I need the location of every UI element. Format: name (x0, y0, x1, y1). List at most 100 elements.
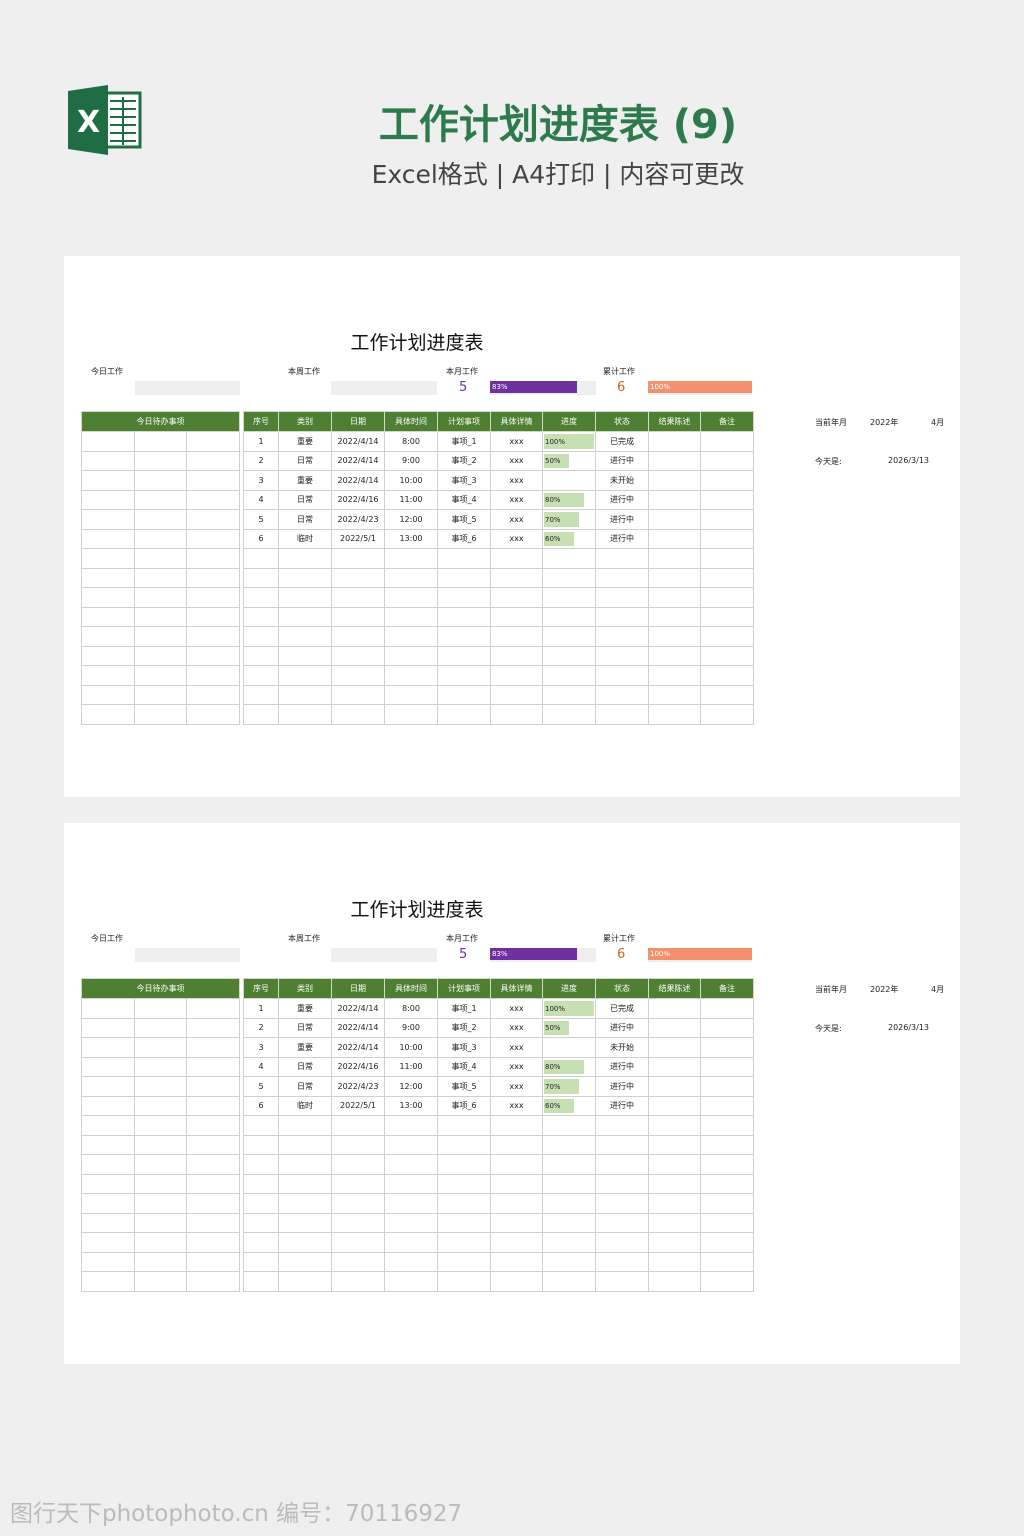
table-cell[interactable] (542, 1115, 596, 1136)
table-cell[interactable]: 3 (243, 470, 279, 491)
todo-cell[interactable] (81, 528, 135, 549)
table-cell[interactable] (243, 1271, 279, 1292)
todo-cell[interactable] (81, 489, 135, 510)
table-cell[interactable] (648, 1173, 701, 1194)
table-cell[interactable]: 2022/4/23 (331, 1076, 385, 1097)
todo-cell[interactable] (186, 606, 240, 627)
table-cell[interactable]: 已完成 (595, 998, 649, 1019)
table-cell[interactable] (700, 1037, 754, 1058)
table-cell[interactable]: 10:00 (384, 470, 438, 491)
todo-cell[interactable] (186, 1017, 240, 1038)
table-cell[interactable] (490, 606, 543, 627)
table-cell[interactable] (595, 665, 649, 686)
table-cell[interactable]: 2022/4/14 (331, 450, 385, 471)
table-cell[interactable] (595, 626, 649, 647)
table-cell[interactable] (490, 684, 543, 705)
table-cell[interactable] (542, 1154, 596, 1175)
table-cell[interactable]: 日常 (278, 1017, 332, 1038)
table-cell[interactable]: 日常 (278, 1076, 332, 1097)
table-cell[interactable] (595, 704, 649, 725)
table-cell[interactable] (490, 1193, 543, 1214)
table-cell[interactable] (700, 587, 754, 608)
table-cell[interactable] (595, 1271, 649, 1292)
table-cell[interactable]: 重要 (278, 431, 332, 452)
table-cell[interactable] (384, 567, 438, 588)
table-cell[interactable]: 50% (542, 450, 596, 471)
table-cell[interactable]: 6 (243, 528, 279, 549)
table-cell[interactable] (648, 509, 701, 530)
table-cell[interactable]: 100% (542, 431, 596, 452)
table-cell[interactable]: xxx (490, 489, 543, 510)
todo-cell[interactable] (81, 1173, 135, 1194)
table-cell[interactable] (331, 1115, 385, 1136)
table-cell[interactable] (437, 1115, 491, 1136)
todo-cell[interactable] (133, 1037, 188, 1058)
table-cell[interactable] (243, 645, 279, 666)
table-cell[interactable]: 进行中 (595, 489, 649, 510)
table-cell[interactable]: 9:00 (384, 450, 438, 471)
table-cell[interactable]: 4 (243, 489, 279, 510)
table-cell[interactable] (648, 704, 701, 725)
table-cell[interactable]: 70% (542, 509, 596, 530)
table-cell[interactable]: 2022/4/16 (331, 489, 385, 510)
todo-cell[interactable] (133, 1232, 188, 1253)
table-cell[interactable] (542, 1251, 596, 1272)
table-cell[interactable]: xxx (490, 450, 543, 471)
table-cell[interactable] (648, 665, 701, 686)
todo-cell[interactable] (133, 470, 188, 491)
todo-cell[interactable] (186, 1056, 240, 1077)
todo-cell[interactable] (133, 704, 188, 725)
table-cell[interactable] (331, 665, 385, 686)
todo-cell[interactable] (186, 626, 240, 647)
table-cell[interactable]: 100% (542, 998, 596, 1019)
table-cell[interactable]: 4 (243, 1056, 279, 1077)
todo-cell[interactable] (81, 548, 135, 569)
table-cell[interactable] (384, 626, 438, 647)
table-cell[interactable] (542, 704, 596, 725)
table-cell[interactable] (437, 704, 491, 725)
table-cell[interactable]: xxx (490, 528, 543, 549)
table-cell[interactable] (384, 1154, 438, 1175)
table-cell[interactable]: 已完成 (595, 431, 649, 452)
table-cell[interactable]: 1 (243, 431, 279, 452)
table-cell[interactable]: 2022/4/23 (331, 509, 385, 530)
table-cell[interactable] (278, 1232, 332, 1253)
todo-cell[interactable] (186, 665, 240, 686)
table-cell[interactable] (648, 626, 701, 647)
table-cell[interactable] (331, 1173, 385, 1194)
todo-cell[interactable] (186, 1076, 240, 1097)
table-cell[interactable]: 8:00 (384, 998, 438, 1019)
table-cell[interactable] (243, 1251, 279, 1272)
table-cell[interactable] (278, 1193, 332, 1214)
table-cell[interactable]: 1 (243, 998, 279, 1019)
table-cell[interactable] (331, 1134, 385, 1155)
table-cell[interactable]: 未开始 (595, 470, 649, 491)
table-cell[interactable] (490, 645, 543, 666)
table-cell[interactable] (243, 1154, 279, 1175)
table-cell[interactable] (490, 587, 543, 608)
table-cell[interactable] (542, 1193, 596, 1214)
table-cell[interactable] (243, 587, 279, 608)
table-cell[interactable] (437, 1154, 491, 1175)
todo-cell[interactable] (186, 470, 240, 491)
table-cell[interactable] (595, 1251, 649, 1272)
table-cell[interactable] (278, 548, 332, 569)
todo-cell[interactable] (133, 1115, 188, 1136)
todo-cell[interactable] (186, 567, 240, 588)
table-cell[interactable] (648, 684, 701, 705)
table-cell[interactable] (278, 1212, 332, 1233)
todo-cell[interactable] (81, 1154, 135, 1175)
table-cell[interactable]: xxx (490, 1056, 543, 1077)
table-cell[interactable] (437, 626, 491, 647)
todo-cell[interactable] (133, 606, 188, 627)
table-cell[interactable] (542, 1271, 596, 1292)
table-cell[interactable]: 进行中 (595, 509, 649, 530)
table-cell[interactable]: 80% (542, 489, 596, 510)
table-cell[interactable] (648, 1193, 701, 1214)
todo-cell[interactable] (81, 645, 135, 666)
todo-cell[interactable] (186, 1251, 240, 1272)
todo-cell[interactable] (186, 509, 240, 530)
table-cell[interactable] (278, 1154, 332, 1175)
table-cell[interactable]: 事项_1 (437, 998, 491, 1019)
todo-cell[interactable] (133, 998, 188, 1019)
